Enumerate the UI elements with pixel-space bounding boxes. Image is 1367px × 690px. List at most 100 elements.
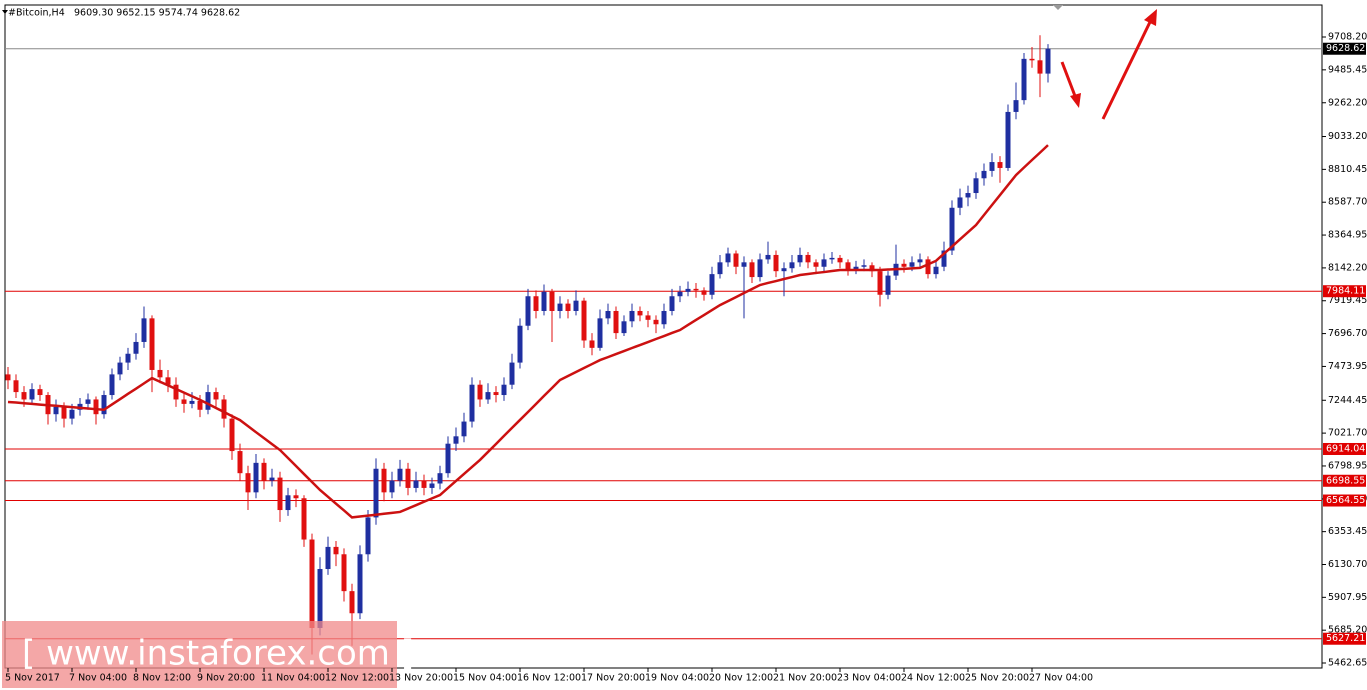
candle-body (141, 318, 147, 342)
candle-body (1005, 111, 1011, 168)
candle-body (381, 468, 387, 493)
candle-body (861, 265, 867, 267)
candle-body (341, 554, 347, 592)
plot-frame (4, 4, 1323, 669)
arrow-up (1101, 9, 1157, 120)
candle-body (477, 384, 483, 400)
y-tick-label: 7244.45 (1328, 395, 1367, 406)
candle-body (21, 392, 27, 400)
candle-body (933, 266, 939, 275)
candle-body (1045, 48, 1051, 74)
candle-body (285, 495, 291, 511)
candle-body (973, 178, 979, 194)
candle-body (109, 374, 115, 396)
candle-body (757, 259, 763, 278)
x-tick-label: 11 Nov 04:00 (261, 673, 325, 684)
candle-body (773, 254, 779, 272)
level-label: 5627.21 (1326, 633, 1365, 644)
arrow-line (1060, 61, 1077, 97)
candle-body (573, 300, 579, 311)
candle-body (805, 254, 811, 263)
x-tick-label: 19 Nov 04:00 (645, 673, 709, 684)
candle-body (445, 443, 451, 474)
y-tick-label: 8810.45 (1328, 164, 1367, 175)
candle-body (701, 290, 707, 295)
y-tick-label: 7473.95 (1328, 361, 1367, 372)
marks (5, 35, 1322, 655)
candle-body (349, 591, 355, 614)
candle-body (365, 517, 371, 555)
candle-body (277, 477, 283, 511)
candle-body (5, 374, 11, 381)
candle-body (125, 353, 131, 363)
candle-body (597, 318, 603, 348)
y-tick-label: 5907.95 (1328, 592, 1367, 603)
y-tick-label: 5685.20 (1328, 625, 1367, 636)
level-box (1323, 285, 1366, 298)
level-label: 6698.55 (1326, 475, 1365, 486)
candle-body (389, 480, 395, 493)
candle-body (397, 468, 403, 481)
candle-body (541, 291, 547, 311)
candle-body (1029, 58, 1035, 61)
candle-body (797, 254, 803, 263)
candle-body (189, 400, 195, 404)
candle-body (589, 340, 595, 348)
candle-body (269, 477, 275, 481)
candle-body (869, 265, 875, 272)
candle-body (533, 296, 539, 311)
x-tick-label: 16 Nov 12:00 (517, 673, 581, 684)
chart-title: #Bitcoin,H4 (8, 8, 65, 19)
candle-body (949, 207, 955, 251)
candle-body (245, 473, 251, 493)
last-price-box (1323, 42, 1366, 55)
candle-body (693, 288, 699, 291)
candle-body (197, 400, 203, 410)
candle-body (469, 384, 475, 422)
candle-body (85, 399, 91, 404)
candle-body (253, 462, 259, 493)
candle-body (301, 498, 307, 540)
candle-body (613, 310, 619, 334)
candle-body (733, 253, 739, 267)
candle-body (93, 399, 99, 415)
candle-body (69, 409, 75, 419)
candle-body (237, 451, 243, 474)
candle-body (293, 495, 299, 499)
x-tick-label: 21 Nov 20:00 (773, 673, 837, 684)
candle-body (789, 262, 795, 269)
x-tick-label: 12 Nov 12:00 (325, 673, 389, 684)
candle-body (981, 170, 987, 179)
candle-body (765, 254, 771, 260)
candle-body (989, 162, 995, 171)
candle-body (741, 262, 747, 267)
watermark: [ www.instaforex.com ] (22, 634, 414, 674)
x-tick-label: 8 Nov 12:00 (133, 673, 191, 684)
candle-body (357, 554, 363, 614)
level-box (1323, 494, 1366, 507)
candle-body (829, 257, 835, 260)
candle-body (429, 483, 435, 488)
candle-body (957, 197, 963, 208)
candle-body (877, 271, 883, 295)
menu-triangle (2, 10, 8, 14)
y-tick-label: 8142.20 (1328, 262, 1367, 273)
y-tick-label: 8364.95 (1328, 230, 1367, 241)
x-tick-label: 7 Nov 04:00 (69, 673, 127, 684)
candle-body (637, 310, 643, 316)
candle-body (173, 384, 179, 400)
candle-body (669, 296, 675, 311)
candle-body (29, 389, 35, 400)
y-tick-label: 9708.20 (1328, 31, 1367, 42)
candle-body (645, 315, 651, 320)
candle-body (501, 384, 507, 396)
candle-body (205, 392, 211, 410)
y-tick-label: 7021.70 (1328, 428, 1367, 439)
candle-body (813, 262, 819, 267)
candle-body (485, 392, 491, 400)
candle-body (165, 377, 171, 385)
candle-body (1037, 60, 1043, 74)
candle-body (157, 369, 163, 378)
shift-marker (1053, 5, 1063, 10)
